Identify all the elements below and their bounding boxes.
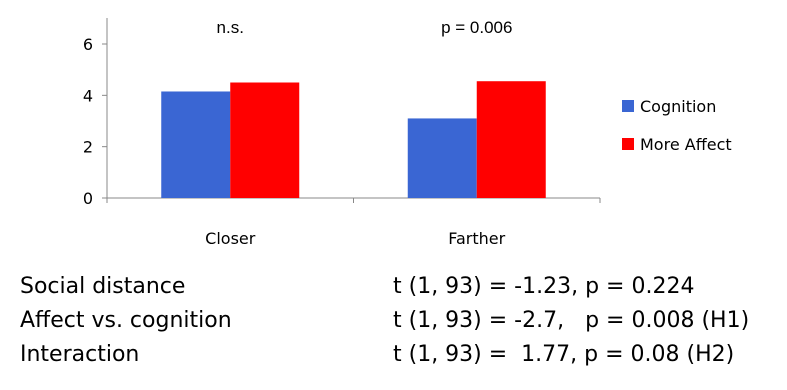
significance-annotation: n.s. bbox=[217, 18, 244, 37]
stat-row-social-distance: Social distance t (1, 93) = -1.23, p = 0… bbox=[0, 272, 787, 302]
stat-label: Social distance bbox=[20, 274, 186, 299]
legend-swatch bbox=[622, 100, 634, 112]
legend-label: Cognition bbox=[640, 97, 716, 116]
legend-label: More Affect bbox=[640, 135, 732, 154]
bar-more-affect bbox=[476, 81, 546, 198]
x-tick-label: Farther bbox=[448, 229, 505, 248]
y-tick-label: 2 bbox=[83, 138, 93, 157]
statistics-block: Social distance t (1, 93) = -1.23, p = 0… bbox=[0, 272, 787, 382]
stat-value: t (1, 93) = -1.23, p = 0.224 bbox=[393, 274, 695, 299]
x-tick-label: Closer bbox=[205, 229, 256, 248]
stat-label: Interaction bbox=[20, 342, 140, 367]
significance-annotation: p = 0.006 bbox=[441, 18, 512, 37]
bar-cognition bbox=[161, 91, 231, 198]
y-tick-label: 0 bbox=[83, 189, 93, 208]
legend: Cognition More Affect bbox=[622, 97, 732, 154]
bars bbox=[161, 81, 546, 198]
stat-value: t (1, 93) = -2.7, p = 0.008 (H1) bbox=[393, 308, 750, 333]
bar-more-affect bbox=[230, 82, 300, 198]
bar-cognition bbox=[407, 118, 477, 198]
stat-row-affect-vs-cognition: Affect vs. cognition t (1, 93) = -2.7, p… bbox=[0, 306, 787, 336]
labels: 0 2 4 6 Closer n.s. Farther p = 0.006 bbox=[83, 18, 513, 248]
stat-label: Affect vs. cognition bbox=[20, 308, 232, 333]
y-tick-label: 4 bbox=[83, 86, 93, 105]
stat-row-interaction: Interaction t (1, 93) = 1.77, p = 0.08 (… bbox=[0, 340, 787, 370]
bar-chart: 0 2 4 6 Closer n.s. Farther p = 0.006 Cognition… bbox=[83, 18, 732, 248]
legend-swatch bbox=[622, 138, 634, 150]
y-tick-label: 6 bbox=[83, 35, 93, 54]
stat-value: t (1, 93) = 1.77, p = 0.08 (H2) bbox=[393, 342, 735, 367]
